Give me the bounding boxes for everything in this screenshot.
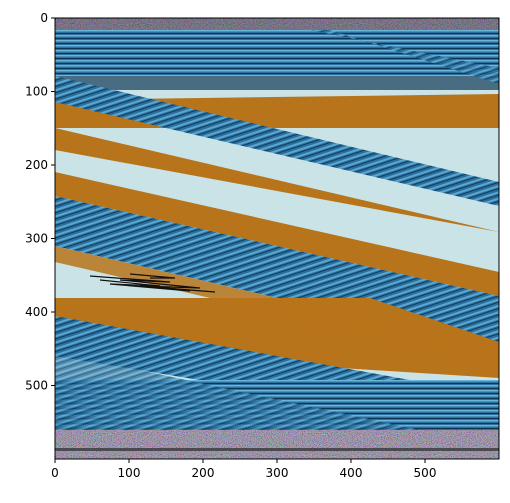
y-tick-label: 400 — [25, 305, 48, 319]
orange-wedge-lower — [55, 298, 499, 378]
image-content — [55, 18, 499, 459]
x-tick-label: 200 — [192, 466, 215, 480]
top-blue-band — [55, 30, 499, 76]
y-tick-label: 100 — [25, 85, 48, 99]
x-tick-label: 500 — [414, 466, 437, 480]
y-tick-label: 200 — [25, 158, 48, 172]
y-tick-label: 300 — [25, 232, 48, 246]
x-tick-label: 400 — [340, 466, 363, 480]
x-tick-label: 100 — [118, 466, 141, 480]
y-axis: 0 100 200 300 400 500 — [25, 11, 55, 393]
diagonal-band-1 — [55, 76, 499, 206]
x-tick-label: 0 — [51, 466, 59, 480]
x-tick-label: 300 — [266, 466, 289, 480]
x-axis: 0 100 200 300 400 500 — [51, 459, 436, 480]
y-tick-label: 0 — [40, 11, 48, 25]
dark-scribble — [89, 273, 216, 293]
y-tick-label: 500 — [25, 379, 48, 393]
